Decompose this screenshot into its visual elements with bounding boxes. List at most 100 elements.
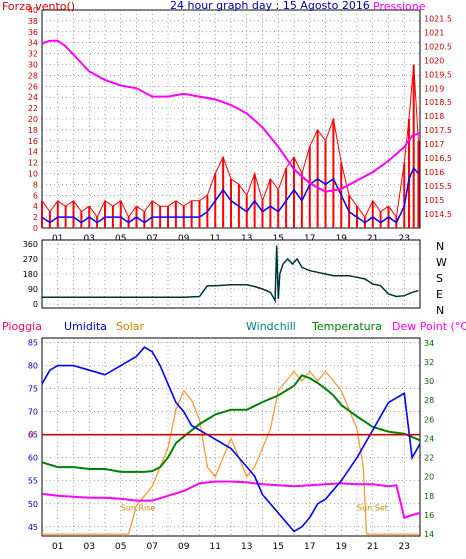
pressure-tick-label: 1017.5: [424, 126, 452, 135]
wind-tick-label: 20: [28, 115, 38, 124]
chart-title: 24 hour graph day : 15 Agosto 2016: [170, 0, 370, 12]
direction-tick-label: 270: [23, 255, 38, 264]
x-tick-label: 03: [84, 234, 95, 244]
humidity-tick-label: 65: [28, 431, 38, 440]
pressure-tick-label: 1015.5: [424, 182, 452, 191]
wind-tick-label: 34: [28, 39, 38, 48]
wind-tick-label: 40: [28, 6, 38, 15]
x-tick-label: 11: [210, 542, 221, 552]
wind-average-line: [41, 166, 419, 224]
x-tick-label: 21: [367, 234, 378, 244]
wind-tick-label: 0: [33, 224, 38, 233]
pressure-tick-label: 1021.5: [424, 14, 452, 23]
pressure-tick-label: 1020: [424, 56, 444, 65]
direction-tick-label: 180: [23, 270, 38, 279]
compass-label: S: [436, 272, 443, 285]
x-tick-label: 07: [147, 234, 158, 244]
pressure-tick-label: 1018: [424, 112, 444, 121]
humidity-tick-label: 55: [28, 477, 38, 486]
wind-tick-label: 14: [28, 148, 38, 157]
x-tick-label: 13: [241, 542, 252, 552]
pressure-tick-label: 1016.5: [424, 154, 452, 163]
wind-tick-label: 24: [28, 93, 38, 102]
pressure-axis-label: Pressione: [373, 0, 426, 13]
temperature-tick-label: 34: [424, 339, 434, 348]
x-tick-label: 13: [241, 234, 252, 244]
humidity-tick-label: 80: [28, 362, 38, 371]
humidity-tick-label: 60: [28, 454, 38, 463]
x-tick-label: 19: [336, 542, 348, 552]
pressure-tick-label: 1019.5: [424, 70, 452, 79]
compass-label: N: [436, 240, 444, 253]
wind-pressure-chart: 0246810121416182022242628303234363840101…: [2, 0, 452, 244]
x-tick-label: 03: [84, 542, 95, 552]
legend-windchill: Windchill: [246, 320, 296, 333]
x-tick-label: 23: [399, 542, 410, 552]
legend-rain: Pioggia: [2, 320, 42, 333]
dewpoint-line: [41, 480, 421, 520]
wind-tick-label: 18: [28, 126, 38, 135]
solar-line: [42, 370, 420, 535]
compass-label: W: [436, 256, 447, 269]
humidity-line: [41, 346, 421, 533]
pressure-tick-label: 1016: [424, 168, 444, 177]
compass-label: E: [436, 288, 443, 301]
wind-tick-label: 30: [28, 61, 38, 70]
temperature-tick-label: 22: [424, 454, 434, 463]
humidity-tick-label: 70: [28, 408, 38, 417]
wind-tick-label: 28: [28, 71, 38, 80]
direction-tick-label: 360: [23, 240, 38, 249]
x-tick-label: 15: [273, 234, 284, 244]
gust-line: [41, 64, 419, 219]
wind-tick-label: 4: [33, 202, 38, 211]
humidity-tick-label: 75: [28, 385, 38, 394]
humidity-tick-label: 50: [28, 500, 38, 509]
x-tick-label: 23: [399, 234, 410, 244]
pressure-tick-label: 1017: [424, 140, 444, 149]
wind-tick-label: 26: [28, 82, 38, 91]
temperature-tick-label: 18: [424, 492, 434, 501]
direction-tick-label: 90: [28, 285, 38, 294]
x-tick-label: 17: [304, 542, 315, 552]
temperature-tick-label: 14: [424, 530, 434, 539]
pressure-tick-label: 1018.5: [424, 98, 452, 107]
x-tick-label: 21: [367, 542, 378, 552]
x-tick-label: 05: [115, 234, 126, 244]
wind-tick-label: 36: [28, 28, 38, 37]
x-tick-label: 05: [115, 542, 126, 552]
pressure-tick-label: 1019: [424, 84, 444, 93]
legend-temperature: Temperatura: [311, 320, 382, 333]
humidity-tick-label: 85: [28, 339, 38, 348]
x-tick-label: 17: [304, 234, 315, 244]
sun-annotation: Sun Set: [357, 504, 388, 513]
pressure-tick-label: 1021: [424, 28, 444, 37]
pressure-tick-label: 1015: [424, 196, 444, 205]
x-tick-label: 15: [273, 542, 284, 552]
wind-tick-label: 8: [33, 180, 38, 189]
wind-tick-label: 10: [28, 170, 38, 179]
temperature-tick-label: 28: [424, 396, 434, 405]
x-tick-label: 11: [210, 234, 221, 244]
wind-tick-label: 32: [28, 50, 38, 59]
wind-tick-label: 6: [33, 191, 38, 200]
humidity-tick-label: 45: [28, 523, 38, 532]
pressure-line: [41, 39, 421, 193]
temperature-tick-label: 30: [424, 377, 434, 386]
wind-tick-label: 16: [28, 137, 38, 146]
wind-axis-label: Forza vento(): [2, 0, 75, 13]
wind-tick-label: 38: [28, 17, 38, 26]
legend-solar: Solar: [116, 320, 145, 333]
x-tick-label: 19: [336, 234, 348, 244]
pressure-tick-label: 1014.5: [424, 210, 452, 219]
rain-zero-label: 0: [28, 431, 34, 441]
temperature-line: [41, 374, 421, 473]
wind-tick-label: 2: [33, 213, 38, 222]
temperature-tick-label: 26: [424, 415, 434, 424]
direction-tick-label: 0: [33, 300, 38, 309]
temperature-tick-label: 24: [424, 434, 434, 443]
wind-tick-label: 22: [28, 104, 38, 113]
x-tick-label: 01: [52, 234, 63, 244]
legend-humidity: Umidita: [64, 320, 107, 333]
